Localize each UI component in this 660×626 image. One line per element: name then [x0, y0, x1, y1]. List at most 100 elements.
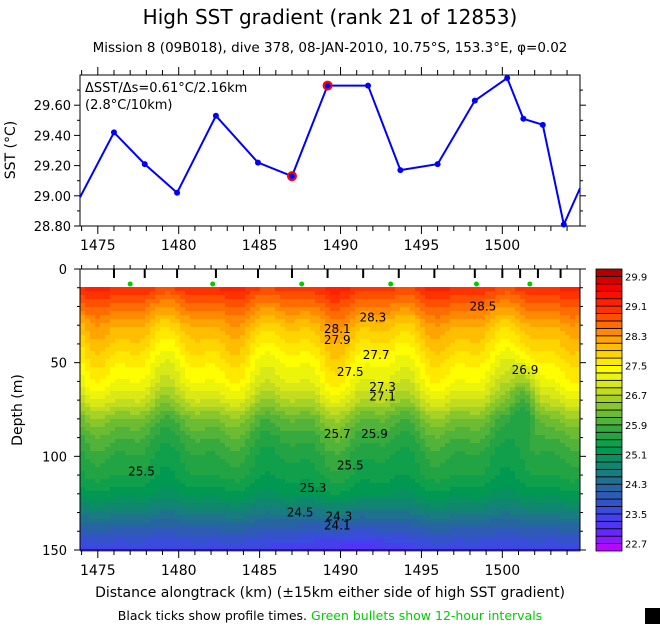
heatmap-cell: [445, 287, 451, 292]
heatmap-cell: [410, 319, 416, 324]
heatmap-cell: [310, 379, 316, 384]
heatmap-cell: [330, 523, 336, 528]
heatmap-cell: [280, 475, 286, 480]
heatmap-cell: [245, 315, 251, 320]
heatmap-cell: [275, 319, 281, 324]
heatmap-cell: [105, 519, 111, 524]
heatmap-cell: [405, 331, 411, 336]
heatmap-cell: [330, 507, 336, 512]
heatmap-cell: [235, 475, 241, 480]
heatmap-cell: [320, 455, 326, 460]
heatmap-cell: [345, 515, 351, 520]
heatmap-cell: [385, 407, 391, 412]
heatmap-cell: [225, 519, 231, 524]
heatmap-cell: [290, 319, 296, 324]
heatmap-cell: [255, 475, 261, 480]
heatmap-cell: [215, 463, 221, 468]
heatmap-cell: [385, 363, 391, 368]
heatmap-cell: [240, 327, 246, 332]
heatmap-cell: [180, 535, 186, 540]
heatmap-cell: [175, 311, 181, 316]
heatmap-cell: [185, 343, 191, 348]
heatmap-cell: [255, 335, 261, 340]
heatmap-cell: [445, 407, 451, 412]
heatmap-cell: [300, 515, 306, 520]
heatmap-cell: [220, 427, 226, 432]
heatmap-cell: [165, 315, 171, 320]
heatmap-cell: [420, 487, 426, 492]
heatmap-cell: [155, 491, 161, 496]
heatmap-cell: [380, 531, 386, 536]
heatmap-cell: [90, 411, 96, 416]
heatmap-cell: [290, 315, 296, 320]
heatmap-cell: [340, 475, 346, 480]
heatmap-cell: [335, 543, 341, 548]
heatmap-cell: [395, 527, 401, 532]
heatmap-cell: [135, 311, 141, 316]
heatmap-cell: [190, 327, 196, 332]
heatmap-cell: [285, 339, 291, 344]
heatmap-cell: [80, 467, 86, 472]
heatmap-cell: [395, 311, 401, 316]
heatmap-cell: [395, 543, 401, 548]
heatmap-cell: [370, 327, 376, 332]
heatmap-cell: [350, 463, 356, 468]
heatmap-cell: [105, 383, 111, 388]
heatmap-cell: [80, 351, 86, 356]
heatmap-cell: [350, 391, 356, 396]
heatmap-cell: [340, 291, 346, 296]
heatmap-cell: [295, 431, 301, 436]
heatmap-cell: [330, 463, 336, 468]
heatmap-cell: [265, 467, 271, 472]
heatmap-cell: [440, 443, 446, 448]
heatmap-cell: [215, 339, 221, 344]
heatmap-cell: [145, 339, 151, 344]
heatmap-cell: [235, 327, 241, 332]
heatmap-cell: [430, 479, 436, 484]
heatmap-cell: [340, 395, 346, 400]
heatmap-cell: [430, 535, 436, 540]
heatmap-cell: [435, 487, 441, 492]
heatmap-cell: [395, 539, 401, 544]
heatmap-cell: [325, 435, 331, 440]
heatmap-cell: [315, 327, 321, 332]
heatmap-cell: [375, 523, 381, 528]
heatmap-cell: [360, 287, 366, 292]
heatmap-cell: [315, 535, 321, 540]
heatmap-cell: [335, 511, 341, 516]
heatmap-cell: [280, 359, 286, 364]
heatmap-cell: [150, 311, 156, 316]
heatmap-cell: [285, 531, 291, 536]
heatmap-cell: [190, 519, 196, 524]
heatmap-cell: [300, 323, 306, 328]
heatmap-cell: [105, 527, 111, 532]
heatmap-cell: [240, 507, 246, 512]
heatmap-cell: [120, 527, 126, 532]
heatmap-cell: [175, 355, 181, 360]
heatmap-cell: [125, 351, 131, 356]
heatmap-cell: [355, 491, 361, 496]
heatmap-cell: [165, 411, 171, 416]
heatmap-cell: [190, 411, 196, 416]
heatmap-cell: [245, 403, 251, 408]
heatmap-cell: [445, 531, 451, 536]
heatmap-cell: [135, 355, 141, 360]
heatmap-cell: [410, 507, 416, 512]
heatmap-cell: [380, 523, 386, 528]
heatmap-cell: [395, 459, 401, 464]
heatmap-cell: [360, 411, 366, 416]
heatmap-cell: [395, 411, 401, 416]
heatmap-cell: [175, 487, 181, 492]
heatmap-cell: [350, 371, 356, 376]
heatmap-cell: [270, 387, 276, 392]
heatmap-cell: [340, 371, 346, 376]
heatmap-cell: [280, 543, 286, 548]
heatmap-cell: [375, 323, 381, 328]
heatmap-cell: [355, 335, 361, 340]
heatmap-cell: [110, 487, 116, 492]
heatmap-cell: [135, 347, 141, 352]
heatmap-cell: [210, 307, 216, 312]
heatmap-cell: [405, 307, 411, 312]
heatmap-cell: [325, 423, 331, 428]
heatmap-cell: [210, 519, 216, 524]
